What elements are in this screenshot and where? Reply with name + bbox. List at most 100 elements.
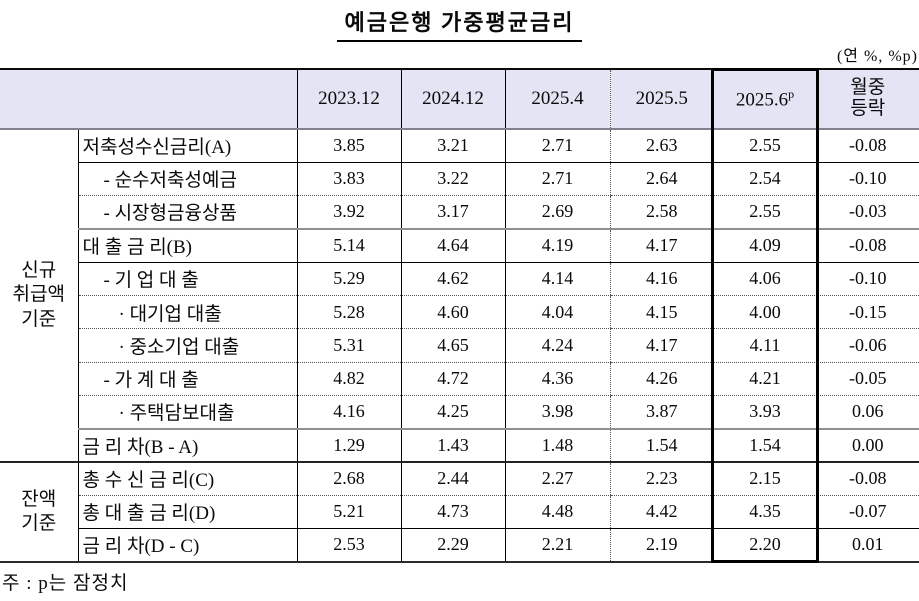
value-cell: 2.63 bbox=[609, 129, 713, 163]
provisional-superscript: p bbox=[788, 86, 795, 101]
value-cell: 4.25 bbox=[400, 395, 505, 430]
table-row: 금 리 차(D - C) 2.53 2.29 2.21 2.19 2.20 0.01 bbox=[0, 528, 919, 562]
row-label: 총 대 출 금 리(D) bbox=[77, 495, 297, 530]
value-cell: 4.04 bbox=[504, 295, 610, 330]
value-cell: 1.54 bbox=[609, 428, 713, 463]
table-wrapper: 2023.12 2024.12 2025.4 2025.5 2025.6p 월중… bbox=[0, 68, 919, 563]
value-cell: 3.92 bbox=[296, 195, 401, 230]
value-cell: 4.65 bbox=[400, 328, 505, 363]
value-cell: 5.14 bbox=[296, 228, 401, 263]
table-row: 잔액 기준 총 수 신 금 리(C) 2.68 2.44 2.27 2.23 2.15 -0.0… bbox=[0, 461, 919, 562]
value-cell: 2.15 bbox=[713, 461, 817, 496]
row-label: - 가 계 대 출 bbox=[77, 362, 297, 396]
value-cell: 2.44 bbox=[400, 461, 505, 496]
value-cell: 1.48 bbox=[504, 428, 610, 463]
value-cell: 4.21 bbox=[713, 362, 817, 396]
row-label: 저축성수신금리(A) bbox=[77, 129, 297, 163]
value-cell: 5.28 bbox=[296, 295, 401, 330]
table-row: 대 출 금 리(B) 5.14 4.64 4.19 4.17 4.09 -0.08 bbox=[0, 228, 919, 263]
value-cell: 4.24 bbox=[504, 328, 610, 363]
value-cell: 5.21 bbox=[296, 495, 401, 530]
value-cell: 4.60 bbox=[400, 295, 505, 330]
value-cell: 3.98 bbox=[504, 395, 610, 430]
value-cell: -0.10 bbox=[817, 162, 919, 197]
table-row: - 시장형금융상품 3.92 3.17 2.69 2.58 2.55 -0.03 bbox=[0, 195, 919, 230]
header-row: 2023.12 2024.12 2025.4 2025.5 2025.6p 월중… bbox=[0, 69, 919, 130]
value-cell: 0.00 bbox=[817, 428, 919, 463]
value-cell: 4.72 bbox=[400, 362, 505, 396]
value-cell: 2.69 bbox=[504, 195, 610, 230]
value-cell: 2.54 bbox=[713, 162, 817, 197]
value-cell: -0.08 bbox=[817, 129, 919, 163]
row-label: · 중소기업 대출 bbox=[77, 328, 297, 363]
value-cell: 5.29 bbox=[296, 262, 401, 296]
value-cell: 3.87 bbox=[609, 395, 713, 430]
value-cell: -0.03 bbox=[817, 195, 919, 230]
value-cell: 4.16 bbox=[609, 262, 713, 296]
provisional-header-text: 2025.6 bbox=[735, 89, 789, 111]
title-row: 예금은행 가중평균금리 bbox=[0, 5, 919, 42]
row-label: - 순수저축성예금 bbox=[77, 162, 297, 197]
value-cell: 4.42 bbox=[609, 495, 713, 530]
value-cell: 2.21 bbox=[504, 528, 610, 562]
value-cell: 1.29 bbox=[296, 428, 401, 463]
value-cell: -0.10 bbox=[817, 262, 919, 296]
value-cell: 5.31 bbox=[296, 328, 401, 363]
value-cell: 4.36 bbox=[504, 362, 610, 396]
value-cell: 3.22 bbox=[400, 162, 505, 197]
row-label: · 주택담보대출 bbox=[77, 395, 297, 430]
value-cell: 2.64 bbox=[609, 162, 713, 197]
column-header-2025-5: 2025.5 bbox=[609, 69, 713, 130]
value-cell: -0.15 bbox=[817, 295, 919, 330]
value-cell: 4.64 bbox=[400, 228, 505, 263]
table-row: 금 리 차(B - A) 1.29 1.43 1.48 1.54 1.54 0.00 bbox=[0, 428, 919, 463]
value-cell: 3.85 bbox=[296, 129, 401, 163]
value-cell: 3.17 bbox=[400, 195, 505, 230]
value-cell: 2.58 bbox=[609, 195, 713, 230]
row-label: 금 리 차(B - A) bbox=[77, 428, 297, 463]
value-cell: 0.06 bbox=[817, 395, 919, 430]
value-cell: 4.62 bbox=[400, 262, 505, 296]
value-cell: 0.01 bbox=[817, 528, 919, 562]
value-cell: 4.16 bbox=[296, 395, 401, 430]
value-cell: 4.82 bbox=[296, 362, 401, 396]
value-cell: 4.11 bbox=[713, 328, 817, 363]
value-cell: 4.06 bbox=[713, 262, 817, 296]
unit-note: (연 %, %p) bbox=[836, 48, 918, 65]
value-cell: -0.06 bbox=[817, 328, 919, 363]
page-title: 예금은행 가중평균금리 bbox=[336, 5, 583, 42]
column-header-monthly-change: 월중 등락 bbox=[817, 69, 919, 130]
corner-cell bbox=[0, 69, 297, 130]
value-cell: 4.14 bbox=[504, 262, 610, 296]
row-label: - 기 업 대 출 bbox=[77, 262, 297, 296]
table-row: - 순수저축성예금 3.83 3.22 2.71 2.64 2.54 -0.10 bbox=[0, 162, 919, 197]
footnote: 주 : p는 잠정치 bbox=[2, 573, 129, 594]
table-row: 총 대 출 금 리(D) 5.21 4.73 4.48 4.42 4.35 -0.07 bbox=[0, 495, 919, 530]
value-cell: 4.48 bbox=[504, 495, 610, 530]
value-cell: -0.07 bbox=[817, 495, 919, 530]
table-row: · 중소기업 대출 5.31 4.65 4.24 4.17 4.11 -0.06 bbox=[0, 328, 919, 363]
rates-table: 2023.12 2024.12 2025.4 2025.5 2025.6p 월중… bbox=[0, 68, 919, 563]
value-cell: 3.83 bbox=[296, 162, 401, 197]
table-row: - 가 계 대 출 4.82 4.72 4.36 4.26 4.21 -0.05 bbox=[0, 362, 919, 396]
value-cell: 4.09 bbox=[713, 228, 817, 263]
value-cell: 2.19 bbox=[609, 528, 713, 562]
value-cell: 2.68 bbox=[296, 461, 401, 496]
column-header-2023-12: 2023.12 bbox=[296, 69, 401, 130]
value-cell: 2.20 bbox=[749, 534, 781, 555]
column-header-2024-12: 2024.12 bbox=[400, 69, 505, 130]
row-label: 금 리 차(D - C) bbox=[77, 528, 297, 562]
value-cell: 2.23 bbox=[609, 461, 713, 496]
value-cell: 2.55 bbox=[713, 195, 817, 230]
value-cell: 4.15 bbox=[609, 295, 713, 330]
column-header-2025-6-provisional: 2025.6p bbox=[713, 69, 817, 130]
value-cell: 2.53 bbox=[296, 528, 401, 562]
value-cell: 4.17 bbox=[609, 328, 713, 363]
monthly-change-line1: 월중 bbox=[850, 77, 886, 99]
value-cell: 4.35 bbox=[713, 495, 817, 530]
monthly-change-line2: 등락 bbox=[850, 98, 886, 119]
table-row: 신규 취급액 기준 저축성수신금리(A) 3.85 3.21 2.71 2.63 2.55 -0.… bbox=[0, 129, 919, 463]
value-cell: 2.71 bbox=[504, 129, 610, 163]
table-row: - 기 업 대 출 5.29 4.62 4.14 4.16 4.06 -0.10 bbox=[0, 262, 919, 296]
